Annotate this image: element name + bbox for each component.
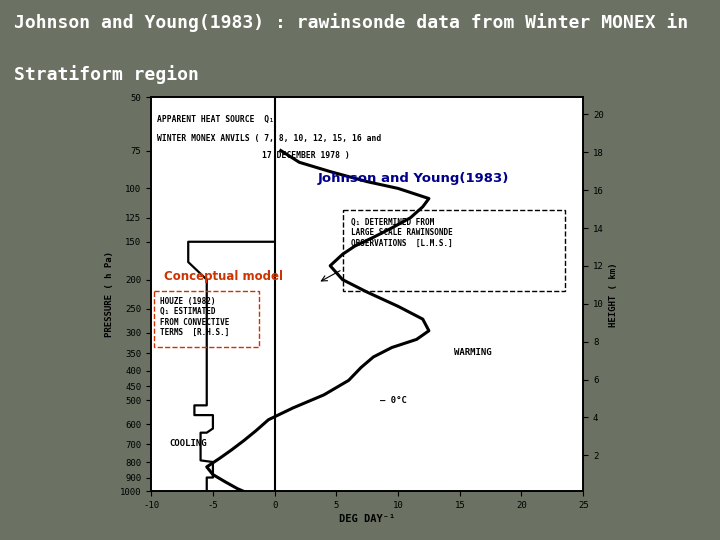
Y-axis label: HEIGHT ( km): HEIGHT ( km) (609, 262, 618, 327)
Text: HOUZE (1982)
Q₁ ESTIMATED
FROM CONVECTIVE
TERMS  [R.H.S.]: HOUZE (1982) Q₁ ESTIMATED FROM CONVECTIV… (160, 297, 229, 337)
Text: Q₁ DETERMINED FROM
LARGE SCALE RAWINSONDE
OBSERVATIONS  [L.M.S.]: Q₁ DETERMINED FROM LARGE SCALE RAWINSOND… (351, 218, 453, 247)
Bar (343, 210, 564, 291)
X-axis label: DEG DAY⁻¹: DEG DAY⁻¹ (339, 514, 395, 524)
Y-axis label: PRESSURE ( h Pa): PRESSURE ( h Pa) (105, 251, 114, 338)
Text: WINTER MONEX ANVILS ( 7, 8, 10, 12, 15, 16 and: WINTER MONEX ANVILS ( 7, 8, 10, 12, 15, … (158, 134, 382, 143)
Text: Johnson and Young(1983): Johnson and Young(1983) (318, 172, 509, 185)
Text: 17 DECEMBER 1978 ): 17 DECEMBER 1978 ) (262, 151, 350, 159)
Text: WARMING: WARMING (454, 348, 491, 357)
Text: APPARENT HEAT SOURCE  Q₁: APPARENT HEAT SOURCE Q₁ (158, 114, 274, 124)
Text: Conceptual model: Conceptual model (163, 270, 282, 283)
Text: Stratiform region: Stratiform region (14, 65, 199, 84)
Bar (153, 291, 258, 347)
Text: Johnson and Young(1983) : rawinsonde data from Winter MONEX in: Johnson and Young(1983) : rawinsonde dat… (14, 13, 688, 32)
Text: COOLING: COOLING (170, 440, 207, 448)
Text: — 0°C: — 0°C (379, 396, 406, 405)
